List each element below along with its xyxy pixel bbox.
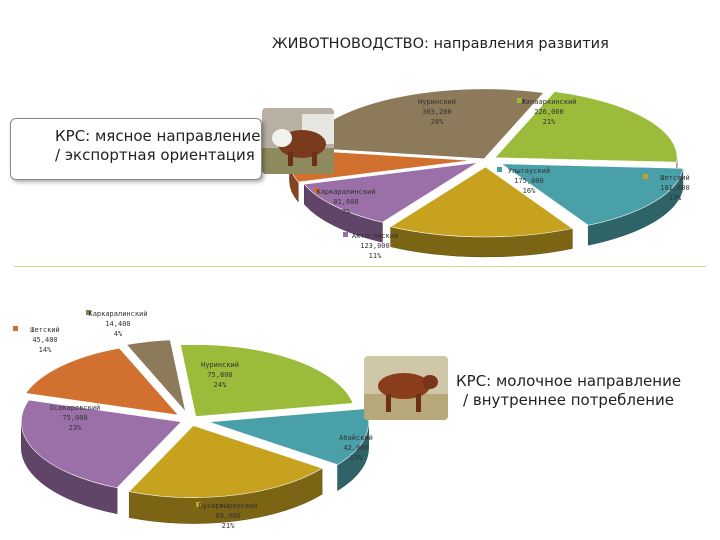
callout-line: / экспортная ориентация bbox=[55, 146, 255, 164]
slice-percent-label: 7% bbox=[342, 208, 351, 216]
slice-value-label: 69,000 bbox=[215, 512, 240, 520]
pie-label-nurinskiy: Нуринский 75,800 24% bbox=[188, 361, 239, 389]
slice-value-label: 45,400 bbox=[32, 336, 57, 344]
bull-photo bbox=[262, 108, 334, 174]
callout-line: КРС: мясное направление bbox=[55, 127, 261, 145]
pie-slice-nurinskiy bbox=[180, 344, 354, 417]
pie-label-karkaralinskiy: Каркаралинский 81,600 7% bbox=[314, 188, 376, 216]
legend-swatch bbox=[517, 98, 522, 103]
slice-percent-label: 11% bbox=[369, 252, 382, 260]
legend-swatch bbox=[643, 174, 648, 179]
slice-value-label: 123,000 bbox=[360, 242, 390, 250]
pie-slice-aktogayskiy bbox=[303, 162, 478, 223]
pie-labels-dairy: Каркаралинский 14,400 4% Нуринский 75,800 24%… bbox=[13, 310, 373, 530]
slice-name-label: Шетский bbox=[30, 326, 60, 334]
slice-value-label: 303,200 bbox=[422, 108, 452, 116]
slice-percent-label: 28% bbox=[431, 118, 444, 126]
section-divider bbox=[14, 266, 706, 267]
slice-name-label: Абайский bbox=[339, 434, 373, 442]
pie-labels-meat: Нуринский 303,200 28% Жанааркинский 226,000 2… bbox=[314, 98, 690, 260]
legend-swatch bbox=[314, 188, 319, 193]
legend-swatch bbox=[405, 98, 410, 103]
pie-label-karkaralinskiy: Каркаралинский 14,400 4% bbox=[86, 310, 148, 338]
pie-slice-karkaralinskiy bbox=[126, 339, 187, 413]
slice-percent-label: 16% bbox=[523, 187, 536, 195]
pie-slice-buharzhyrauskiy bbox=[128, 425, 323, 498]
slice-percent-label: 21% bbox=[543, 118, 556, 126]
slice-percent-label: 23% bbox=[69, 424, 82, 432]
slice-name-label: Каркаралинский bbox=[88, 310, 147, 318]
legend-swatch bbox=[196, 502, 201, 507]
callout-line: КРС: молочное направление bbox=[456, 372, 682, 390]
pie-label-zhanaarkinskiy: Жанааркинский 226,000 21% bbox=[517, 98, 576, 126]
slice-name-label: Актогайский bbox=[352, 232, 398, 240]
slice-percent-label: 21% bbox=[222, 522, 235, 530]
slice-name-label: Осакаровский bbox=[50, 404, 101, 412]
pie-slice-shetskiy bbox=[389, 166, 574, 238]
slice-value-label: 175,000 bbox=[514, 177, 544, 185]
slice-value-label: 75,000 bbox=[62, 414, 87, 422]
pie-label-shetskiy: Шетский 45,400 14% bbox=[13, 326, 60, 354]
legend-swatch bbox=[13, 326, 18, 331]
pie-label-buharzhyrauskiy: Бухаржырауский 69,000 21% bbox=[196, 502, 258, 530]
callout-line: / внутреннее потребление bbox=[463, 391, 675, 409]
slice-percent-label: 14% bbox=[39, 346, 52, 354]
meat-direction-callout: КРС: мясное направление / экспортная ори… bbox=[10, 118, 262, 180]
legend-swatch bbox=[86, 310, 91, 315]
pie-slice-osakarovskiy bbox=[20, 399, 182, 489]
legend-swatch bbox=[324, 434, 329, 439]
pie-chart-meat bbox=[289, 88, 684, 258]
slice-value-label: 181,600 bbox=[660, 184, 690, 192]
slice-name-label: Нуринский bbox=[418, 98, 456, 106]
pie-slice-zhanaarkinskiy bbox=[494, 91, 678, 163]
slice-value-label: 42,000 bbox=[343, 444, 368, 452]
pie-label-aktogayskiy: Актогайский 123,000 11% bbox=[343, 232, 398, 260]
slice-percent-label: 4% bbox=[114, 330, 123, 338]
pie-label-osakarovskiy: Осакаровский 75,000 23% bbox=[43, 404, 100, 432]
slice-name-label: Бухаржырауский bbox=[198, 502, 257, 510]
slice-value-label: 75,800 bbox=[207, 371, 232, 379]
slice-value-label: 14,400 bbox=[105, 320, 130, 328]
pie-chart-dairy bbox=[20, 339, 370, 524]
legend-swatch bbox=[497, 167, 502, 172]
slice-name-label: Каркаралинский bbox=[316, 188, 375, 196]
pie-label-ulytauskiy: Улытауский 175,000 16% bbox=[497, 167, 550, 195]
slice-name-label: Жанааркинский bbox=[522, 98, 577, 106]
pie-label-abayskiy: Абайский 42,000 13% bbox=[324, 434, 373, 462]
cow-photo bbox=[364, 356, 448, 420]
pie-slice-ulytauskiy bbox=[500, 163, 684, 226]
dairy-direction-callout: КРС: молочное направление / внутреннее п… bbox=[360, 352, 690, 424]
page-title: ЖИВОТНОВОДСТВО: направления развития bbox=[272, 36, 609, 52]
slice-percent-label: 17% bbox=[669, 194, 682, 202]
legend-swatch bbox=[188, 361, 193, 366]
slice-value-label: 226,000 bbox=[534, 108, 564, 116]
legend-swatch bbox=[343, 232, 348, 237]
slice-name-label: Шетский bbox=[660, 174, 690, 182]
pie-label-shetskiy: Шетский 181,600 17% bbox=[643, 174, 690, 202]
pie-label-nurinskiy: Нуринский 303,200 28% bbox=[405, 98, 456, 126]
legend-swatch bbox=[43, 404, 48, 409]
slice-percent-label: 24% bbox=[214, 381, 227, 389]
slice-name-label: Нуринский bbox=[201, 361, 239, 369]
slice-value-label: 81,600 bbox=[333, 198, 358, 206]
slice-name-label: Улытауский bbox=[508, 167, 550, 175]
pie-slice-shetskiy bbox=[25, 347, 180, 416]
slice-percent-label: 13% bbox=[350, 454, 363, 462]
